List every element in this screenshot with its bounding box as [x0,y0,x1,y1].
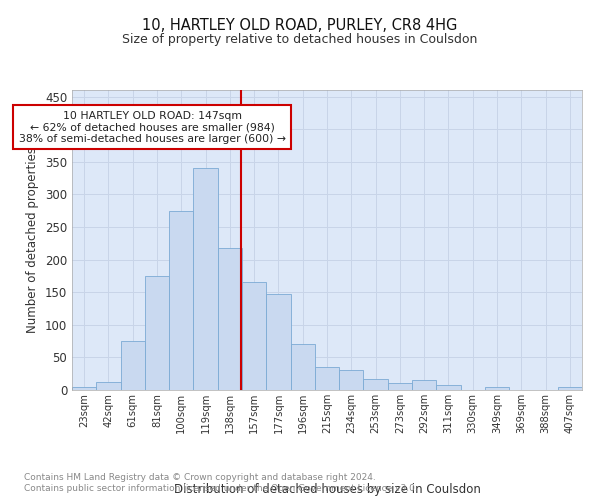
Bar [315,366,339,390]
Bar [72,388,96,390]
Text: Size of property relative to detached houses in Coulsdon: Size of property relative to detached ho… [122,32,478,46]
Bar [388,383,412,390]
Bar [364,379,388,390]
Bar [193,168,218,390]
Bar [242,282,266,390]
Bar [412,380,436,390]
Text: Contains HM Land Registry data © Crown copyright and database right 2024.: Contains HM Land Registry data © Crown c… [24,472,376,482]
Bar [121,341,145,390]
Bar [558,388,582,390]
Text: 10 HARTLEY OLD ROAD: 147sqm
← 62% of detached houses are smaller (984)
38% of se: 10 HARTLEY OLD ROAD: 147sqm ← 62% of det… [19,111,286,144]
X-axis label: Distribution of detached houses by size in Coulsdon: Distribution of detached houses by size … [173,483,481,496]
Text: 10, HARTLEY OLD ROAD, PURLEY, CR8 4HG: 10, HARTLEY OLD ROAD, PURLEY, CR8 4HG [142,18,458,32]
Bar [218,248,242,390]
Bar [266,294,290,390]
Y-axis label: Number of detached properties: Number of detached properties [26,147,40,333]
Bar [485,388,509,390]
Bar [436,386,461,390]
Bar [290,344,315,390]
Bar [169,210,193,390]
Bar [96,382,121,390]
Bar [145,276,169,390]
Bar [339,370,364,390]
Text: Contains public sector information licensed under the Open Government Licence v3: Contains public sector information licen… [24,484,418,493]
